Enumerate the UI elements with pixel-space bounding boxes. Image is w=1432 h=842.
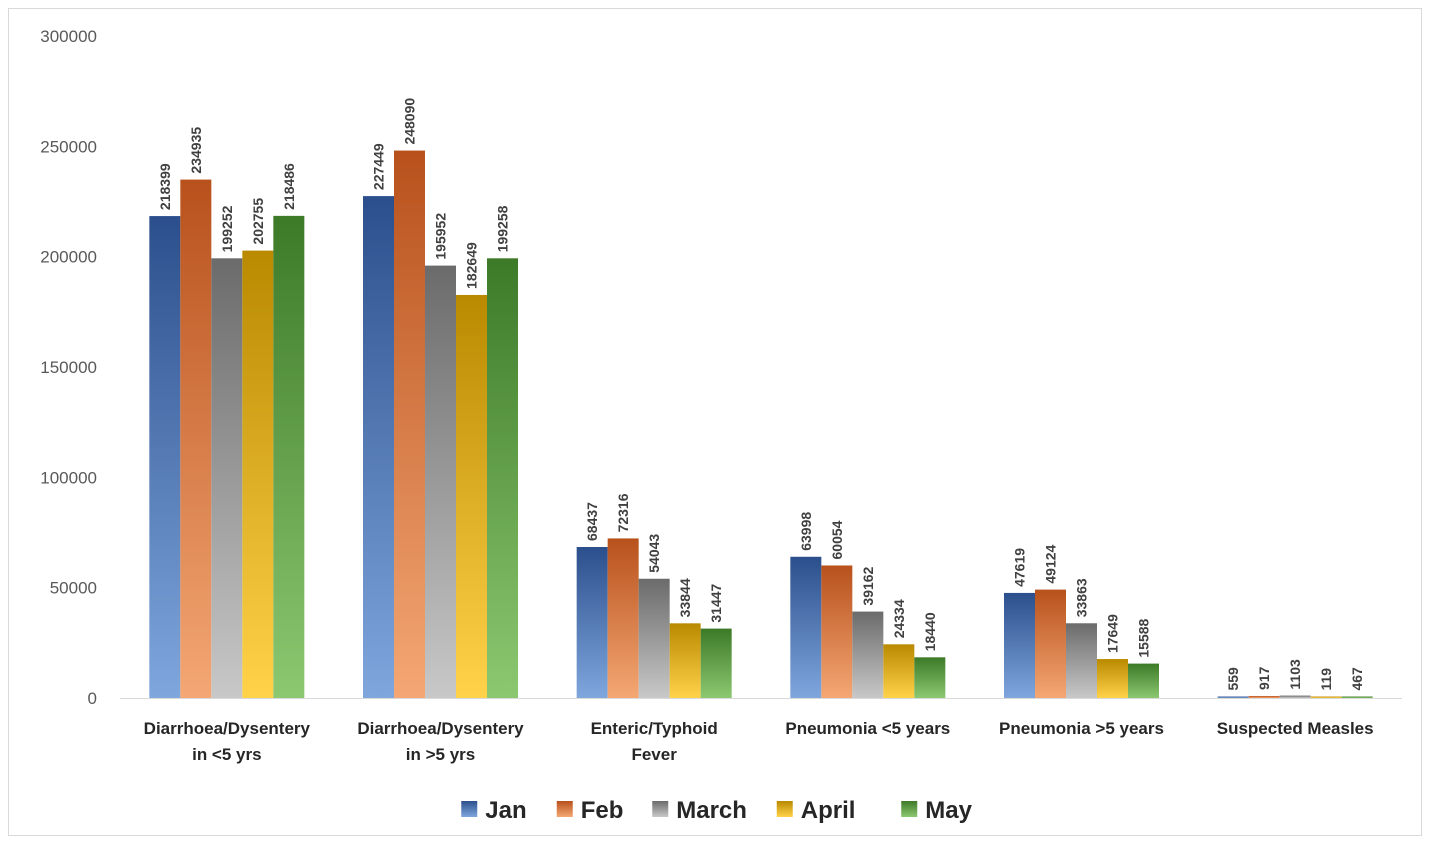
category-label: in <5 yrs bbox=[192, 745, 261, 764]
data-label: 68437 bbox=[584, 502, 600, 541]
category-label: Pneumonia >5 years bbox=[999, 719, 1164, 738]
bar-feb bbox=[821, 565, 853, 698]
data-label: 60054 bbox=[829, 520, 845, 559]
bar-march bbox=[211, 258, 243, 698]
bar-feb bbox=[1035, 589, 1066, 698]
legend-swatch-may bbox=[901, 801, 918, 817]
category-label: in >5 yrs bbox=[406, 745, 475, 764]
data-label: 467 bbox=[1349, 667, 1365, 691]
bar-jan bbox=[1004, 592, 1035, 698]
legend-swatch-april bbox=[776, 801, 793, 817]
data-label: 248090 bbox=[402, 98, 418, 145]
data-label: 202755 bbox=[250, 198, 266, 245]
category-label: Diarrhoea/Dysentery bbox=[144, 719, 311, 738]
data-label: 15588 bbox=[1136, 618, 1152, 657]
data-label: 47619 bbox=[1012, 548, 1028, 587]
category-label: Diarrhoea/Dysentery bbox=[357, 719, 524, 738]
bar-may bbox=[273, 215, 305, 699]
bar-may bbox=[1341, 696, 1373, 698]
y-tick-label: 0 bbox=[88, 689, 97, 708]
data-label: 33863 bbox=[1074, 578, 1090, 617]
bar-jan bbox=[790, 556, 822, 698]
data-label: 199258 bbox=[495, 205, 511, 252]
data-label: 227449 bbox=[371, 143, 387, 190]
bar-feb bbox=[394, 150, 425, 698]
bar-march bbox=[1066, 623, 1097, 698]
data-label: 218486 bbox=[281, 163, 297, 210]
y-tick-label: 250000 bbox=[40, 137, 97, 156]
category-label: Suspected Measles bbox=[1217, 719, 1374, 738]
data-label: 559 bbox=[1225, 667, 1241, 691]
bar-april bbox=[1097, 659, 1128, 698]
category-label: Enteric/Typhoid bbox=[591, 719, 718, 738]
bar-jan bbox=[1217, 696, 1249, 698]
legend-label-jan: Jan bbox=[485, 797, 526, 824]
data-label: 195952 bbox=[433, 213, 449, 260]
bar-april bbox=[669, 623, 701, 698]
legend-label-feb: Feb bbox=[581, 797, 624, 824]
bar-may bbox=[1128, 663, 1159, 698]
bar-may bbox=[487, 258, 518, 698]
bar-march bbox=[852, 611, 884, 698]
legend-swatch-march bbox=[652, 801, 669, 817]
y-tick-label: 300000 bbox=[40, 27, 97, 46]
bar-april bbox=[1310, 696, 1342, 698]
data-label: 39162 bbox=[860, 566, 876, 605]
data-label: 72316 bbox=[615, 493, 631, 532]
bar-feb bbox=[1248, 695, 1280, 698]
y-tick-label: 50000 bbox=[50, 579, 97, 598]
data-label: 119 bbox=[1318, 668, 1334, 691]
bar-march bbox=[425, 265, 456, 698]
bar-april bbox=[242, 250, 274, 699]
data-label: 199252 bbox=[219, 205, 235, 252]
data-label: 917 bbox=[1256, 666, 1272, 690]
data-label: 24334 bbox=[891, 599, 907, 638]
bar-april bbox=[456, 294, 487, 698]
bar-jan bbox=[149, 216, 181, 698]
legend-swatch-jan bbox=[461, 801, 478, 817]
bar-april bbox=[883, 644, 915, 698]
data-label: 17649 bbox=[1105, 614, 1121, 653]
bar-march bbox=[638, 578, 670, 698]
bar-feb bbox=[607, 538, 639, 698]
data-label: 33844 bbox=[677, 578, 693, 617]
bar-jan bbox=[363, 196, 394, 698]
y-tick-label: 200000 bbox=[40, 248, 97, 267]
data-label: 31447 bbox=[708, 583, 724, 622]
legend-label-march: March bbox=[676, 797, 747, 824]
category-label: Fever bbox=[631, 745, 677, 764]
y-tick-label: 100000 bbox=[40, 468, 97, 487]
data-label: 218399 bbox=[157, 163, 173, 210]
legend-label-april: April bbox=[801, 797, 856, 824]
data-label: 49124 bbox=[1043, 544, 1059, 583]
legend-label-may: May bbox=[925, 797, 972, 824]
bar-jan bbox=[576, 546, 608, 698]
bar-may bbox=[914, 657, 946, 698]
data-label: 182649 bbox=[464, 242, 480, 289]
bar-feb bbox=[180, 179, 212, 698]
legend-swatch-feb bbox=[556, 801, 573, 817]
y-tick-label: 150000 bbox=[40, 358, 97, 377]
data-label: 234935 bbox=[188, 127, 204, 174]
data-label: 54043 bbox=[646, 534, 662, 573]
data-label: 63998 bbox=[798, 512, 814, 551]
bar-may bbox=[700, 628, 732, 698]
category-label: Pneumonia <5 years bbox=[785, 719, 950, 738]
bar-march bbox=[1279, 695, 1311, 698]
data-label: 18440 bbox=[922, 612, 938, 651]
data-label: 1103 bbox=[1287, 659, 1303, 690]
